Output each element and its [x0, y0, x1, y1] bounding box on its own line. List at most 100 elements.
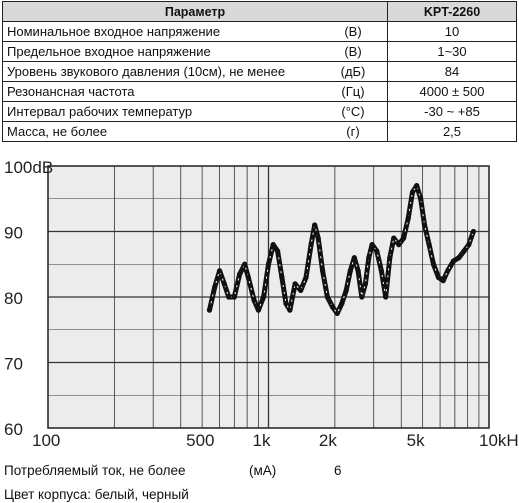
y-axis-labels: 100dB 90 80 70 60	[4, 158, 53, 439]
current-label: Потребляемый ток, не более	[4, 463, 186, 478]
param-header: Параметр	[2, 1, 388, 22]
data-point	[396, 242, 402, 248]
data-point	[216, 268, 223, 274]
param-name: Номинальное входное напряжение	[2, 21, 319, 42]
param-name: Предельное входное напряжение	[2, 41, 319, 62]
x-tick-label: 1k	[253, 431, 271, 450]
table-row: Масса, не более (г) 2,5	[2, 121, 517, 142]
param-value: 4000 ± 500	[387, 81, 517, 102]
y-tick-label: 90	[4, 224, 23, 243]
data-point	[369, 242, 375, 248]
data-point	[456, 255, 462, 261]
param-unit: (В)	[319, 21, 388, 42]
param-unit: (дБ)	[319, 61, 388, 82]
data-point	[206, 307, 213, 313]
data-point	[283, 300, 289, 307]
data-point	[461, 248, 467, 254]
data-point	[329, 304, 336, 310]
param-unit: (В)	[319, 41, 388, 62]
param-value: 1~30	[387, 41, 517, 62]
param-unit: (°C)	[319, 101, 388, 122]
data-point	[445, 268, 451, 274]
data-point	[430, 261, 437, 267]
data-point	[308, 242, 314, 248]
data-point	[401, 235, 407, 241]
data-point	[362, 281, 368, 287]
param-name: Уровень звукового давления (10см), не ме…	[2, 61, 319, 82]
data-point	[387, 255, 393, 261]
x-axis-labels: 100 500 1k 2k 5k 10kHz	[32, 431, 519, 450]
data-point	[440, 278, 446, 284]
data-point	[378, 268, 384, 274]
data-point	[435, 274, 442, 280]
param-unit: (Гц)	[319, 81, 388, 102]
data-point	[255, 307, 262, 313]
x-tick-label: 2k	[319, 431, 337, 450]
x-tick-label: 500	[186, 431, 214, 450]
current-value: 6	[334, 463, 342, 478]
data-point	[245, 274, 251, 280]
data-point	[315, 235, 321, 241]
y-tick-label: 80	[4, 289, 23, 308]
param-unit: (г)	[319, 121, 388, 142]
frequency-response-chart: 100dB 90 80 70 60 100 500 1k 2k 5k 10kHz	[4, 158, 519, 450]
data-point	[359, 294, 365, 300]
data-point	[343, 287, 349, 294]
chart-grid	[47, 165, 490, 429]
data-point	[414, 183, 420, 189]
current-unit: (мА)	[249, 463, 277, 478]
table-row: Уровень звукового давления (10см), не ме…	[2, 61, 517, 82]
data-point	[275, 248, 281, 254]
param-value: 10	[387, 21, 517, 42]
data-point	[450, 258, 457, 264]
data-point	[383, 294, 389, 300]
data-point	[226, 294, 232, 300]
data-point	[260, 294, 267, 300]
data-point	[334, 310, 340, 316]
spec-table: Параметр KPT-2260 Номинальное входное на…	[2, 1, 517, 142]
table-row: Резонансная частота (Гц) 4000 ± 500	[2, 81, 517, 102]
body-color: Цвет корпуса: белый, черный	[4, 487, 189, 502]
data-point	[426, 242, 432, 248]
data-point	[221, 281, 227, 287]
table-row: Номинальное входное напряжение (В) 10	[2, 21, 517, 42]
data-point	[324, 294, 331, 300]
data-point	[292, 281, 298, 287]
data-point	[265, 261, 272, 267]
data-point	[312, 222, 318, 228]
data-point	[251, 297, 257, 303]
data-point	[339, 300, 345, 307]
x-tick-label: 5k	[407, 431, 425, 450]
y-tick-label: 100dB	[4, 158, 53, 177]
data-point	[366, 255, 372, 261]
data-point	[355, 268, 361, 274]
data-point	[212, 284, 218, 290]
data-point	[287, 307, 293, 313]
table-row: Предельное входное напряжение (В) 1~30	[2, 41, 517, 62]
param-value: 84	[387, 61, 517, 82]
param-value: 2,5	[387, 121, 517, 142]
data-point	[470, 228, 477, 235]
data-point	[351, 255, 357, 261]
x-tick-label: 100	[32, 431, 60, 450]
y-tick-label: 70	[4, 355, 23, 374]
data-point	[320, 268, 326, 274]
data-point	[374, 248, 380, 254]
data-point	[298, 287, 304, 294]
data-points	[206, 183, 477, 316]
data-point	[466, 242, 472, 248]
param-value: -30 ~ +85	[387, 101, 517, 122]
y-tick-label: 60	[4, 420, 23, 439]
data-point	[237, 271, 243, 277]
table-header-row: Параметр KPT-2260	[2, 1, 517, 22]
x-tick-label: 10kHz	[479, 431, 519, 450]
param-name: Резонансная частота	[2, 81, 319, 102]
param-name: Интервал рабочих температур	[2, 101, 319, 122]
data-point	[231, 294, 237, 300]
data-point	[391, 235, 397, 241]
param-name: Масса, не более	[2, 121, 319, 142]
model-header: KPT-2260	[387, 1, 517, 22]
table-row: Интервал рабочих температур (°C) -30 ~ +…	[2, 101, 517, 122]
data-point	[242, 261, 248, 267]
data-point	[405, 215, 411, 221]
